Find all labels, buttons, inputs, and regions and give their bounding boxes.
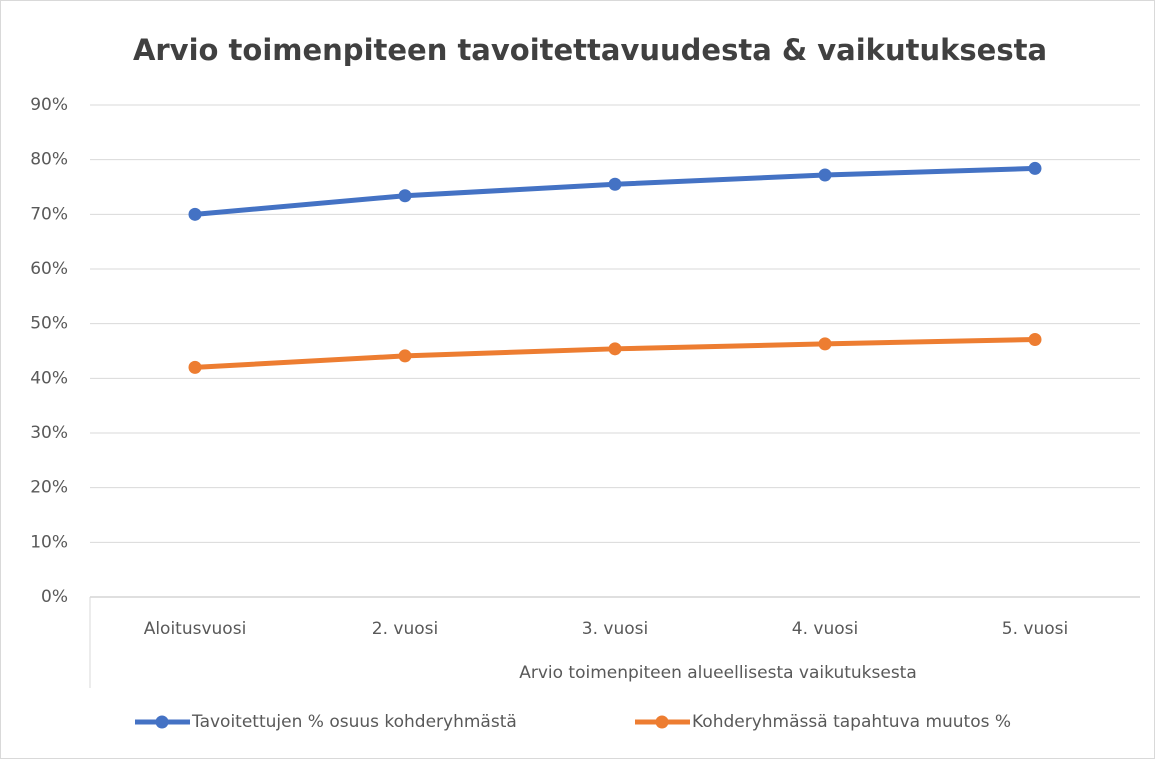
data-point <box>608 177 622 191</box>
y-tick-label: 90% <box>30 95 68 115</box>
legend-label: Tavoitettujen % osuus kohderyhmästä <box>191 712 517 732</box>
legend-marker <box>655 715 669 729</box>
x-tick-label: 2. vuosi <box>372 619 438 639</box>
y-tick-label: 50% <box>30 314 68 334</box>
data-point <box>398 349 412 363</box>
legend-marker <box>155 715 169 729</box>
y-tick-label: 20% <box>30 478 68 498</box>
data-point <box>188 360 202 374</box>
y-tick-label: 40% <box>30 368 68 388</box>
data-point <box>1028 333 1042 347</box>
y-tick-label: 60% <box>30 259 68 279</box>
data-point <box>608 342 622 356</box>
y-tick-label: 70% <box>30 204 68 224</box>
y-tick-label: 0% <box>41 587 68 607</box>
y-tick-label: 80% <box>30 150 68 170</box>
data-point <box>818 337 832 351</box>
data-point <box>188 207 202 221</box>
x-axis-label: Arvio toimenpiteen alueellisesta vaikutu… <box>519 663 917 683</box>
x-tick-label: 3. vuosi <box>582 619 648 639</box>
chart-title: Arvio toimenpiteen tavoitettavuudesta & … <box>133 33 1047 67</box>
x-tick-label: 4. vuosi <box>792 619 858 639</box>
y-tick-label: 30% <box>30 423 68 443</box>
x-tick-label: Aloitusvuosi <box>144 619 247 639</box>
x-tick-label: 5. vuosi <box>1002 619 1068 639</box>
y-tick-label: 10% <box>30 532 68 552</box>
data-point <box>398 189 412 203</box>
data-point <box>818 168 832 182</box>
legend-label: Kohderyhmässä tapahtuva muutos % <box>692 712 1011 732</box>
data-point <box>1028 161 1042 175</box>
